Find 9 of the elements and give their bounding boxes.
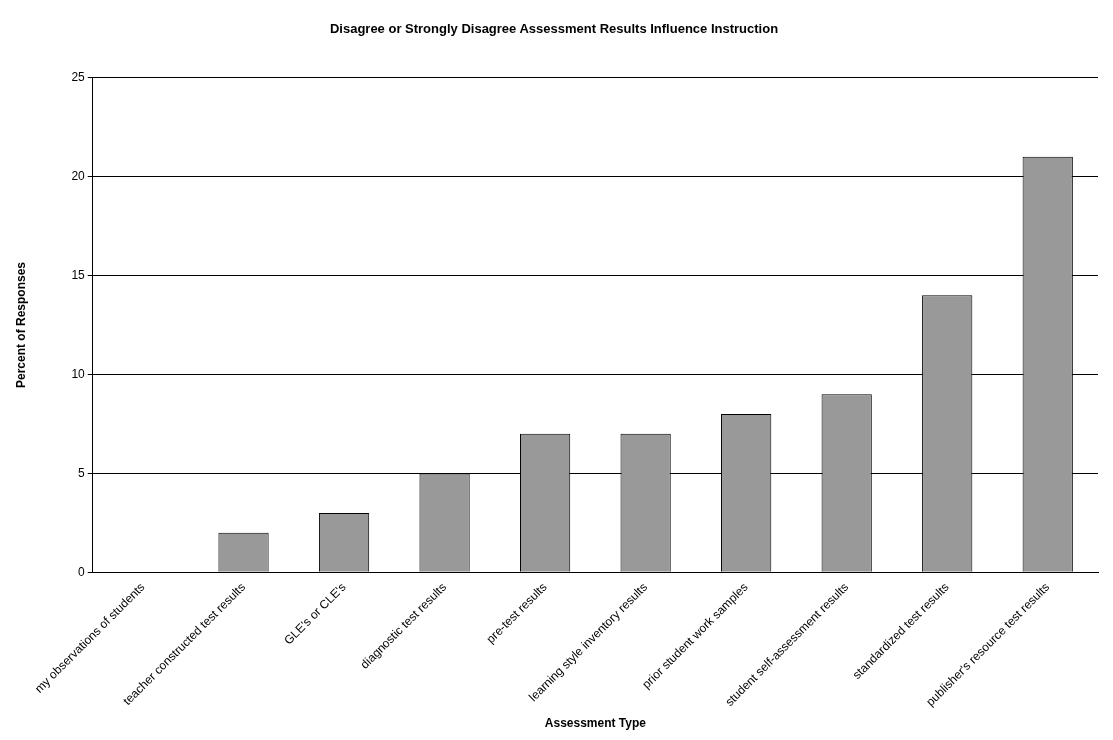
y-tick-label: 20 xyxy=(71,168,86,183)
y-tick-label: 25 xyxy=(71,69,86,84)
x-axis-title: Assessment Type xyxy=(544,716,647,731)
y-tick-label: 5 xyxy=(78,465,86,480)
chart-title: Disagree or Strongly Disagree Assessment Results Influence Instruction xyxy=(329,21,779,37)
y-tick-label: 0 xyxy=(78,564,86,579)
y-axis-title: Percent of Responses xyxy=(13,261,28,389)
y-tick-label: 15 xyxy=(71,267,86,282)
y-tick-label: 10 xyxy=(71,366,86,381)
